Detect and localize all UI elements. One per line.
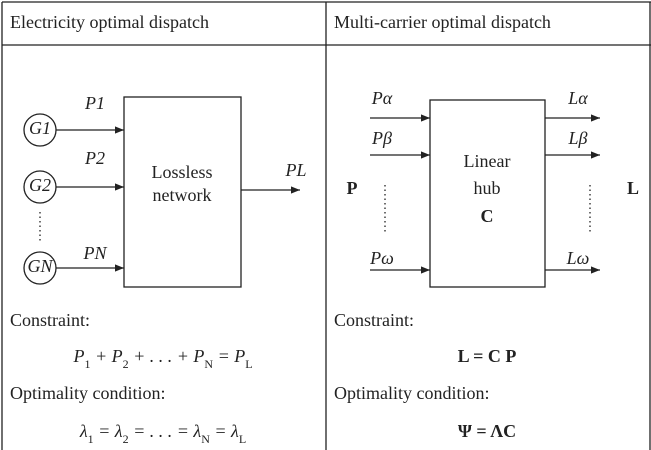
- text-part: β: [578, 128, 588, 148]
- text-part: L: [295, 160, 306, 180]
- text-part: 1: [42, 118, 51, 138]
- network-box: [123, 96, 242, 288]
- equation: L = C P: [458, 346, 517, 366]
- equation: Ψ = ΛC: [458, 421, 516, 441]
- output-vector: L: [627, 178, 639, 198]
- text-part: L: [566, 248, 577, 268]
- text-part: = λ: [94, 421, 123, 441]
- text-part: P: [72, 346, 84, 366]
- text-part: = P: [213, 346, 245, 366]
- text-part: α: [578, 88, 588, 108]
- subscript: L: [239, 432, 246, 446]
- input-vector: P: [347, 178, 358, 198]
- text-part: P: [284, 160, 296, 180]
- column-header: Multi-carrier optimal dispatch: [334, 12, 551, 32]
- box-label: hub: [474, 178, 501, 198]
- subscript: 2: [123, 432, 129, 446]
- subscript: N: [201, 432, 210, 446]
- text-part: = λ: [210, 421, 239, 441]
- equation: λ1 = λ2 = . . . = λN = λL: [79, 421, 246, 446]
- input-label: P1: [84, 93, 105, 113]
- optimality-label: Optimality condition:: [10, 383, 166, 403]
- equation: P1 + P2 + . . . + PN = PL: [72, 346, 252, 371]
- text-part: = . . . = λ: [129, 421, 202, 441]
- box-label: Lossless: [151, 162, 212, 182]
- generator-label: G2: [29, 175, 51, 195]
- subscript: N: [204, 357, 213, 371]
- text-part: + P: [90, 346, 122, 366]
- text-part: 1: [96, 93, 105, 113]
- output-label: Lβ: [568, 128, 588, 148]
- text-part: 2: [96, 148, 105, 168]
- text-part: P: [369, 248, 381, 268]
- output-label: Lω: [566, 248, 590, 268]
- text-part: L: [567, 88, 578, 108]
- constraint-label: Constraint:: [334, 310, 414, 330]
- text-part: 2: [42, 175, 51, 195]
- text-part: λ: [79, 421, 88, 441]
- text-part: β: [382, 128, 392, 148]
- subscript: 2: [123, 357, 129, 371]
- text-part: G: [29, 118, 42, 138]
- text-part: P: [371, 128, 383, 148]
- text-part: P: [84, 93, 96, 113]
- text-part: N: [39, 256, 53, 276]
- input-label: Pβ: [371, 128, 392, 148]
- subscript: L: [245, 357, 252, 371]
- text-part: α: [383, 88, 393, 108]
- text-part: ω: [577, 248, 590, 268]
- text-part: L: [568, 128, 579, 148]
- text-part: P: [84, 148, 96, 168]
- text-part: G: [29, 175, 42, 195]
- subscript: 1: [88, 432, 94, 446]
- box-label: Linear: [464, 151, 511, 171]
- text-part: P: [82, 243, 94, 263]
- text-part: P: [371, 88, 383, 108]
- hub-box: [429, 99, 546, 288]
- box-matrix: C: [481, 206, 494, 226]
- input-label: Pω: [369, 248, 394, 268]
- input-label: Pα: [371, 88, 393, 108]
- constraint-label: Constraint:: [10, 310, 90, 330]
- input-label: PN: [82, 243, 107, 263]
- generator-label: GN: [27, 256, 53, 276]
- text-part: G: [27, 256, 40, 276]
- text-part: N: [93, 243, 107, 263]
- subscript: 1: [84, 357, 90, 371]
- output-label: PL: [284, 160, 306, 180]
- output-label: Lα: [567, 88, 588, 108]
- column-header: Electricity optimal dispatch: [10, 12, 209, 32]
- box-label: network: [153, 185, 212, 205]
- input-label: P2: [84, 148, 105, 168]
- text-part: ω: [381, 248, 394, 268]
- generator-label: G1: [29, 118, 51, 138]
- optimality-label: Optimality condition:: [334, 383, 490, 403]
- text-part: + . . . + P: [129, 346, 205, 366]
